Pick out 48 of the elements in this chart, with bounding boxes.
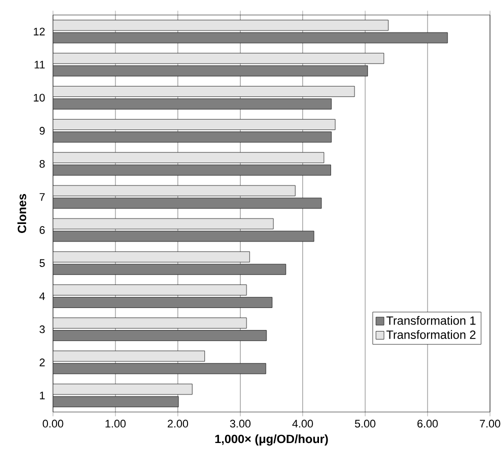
- x-tick-label: 1.00: [106, 420, 126, 428]
- bar: [53, 251, 250, 262]
- bar: [53, 164, 332, 176]
- y-tick-label: 12: [34, 28, 45, 36]
- x-tick-label: 6.00: [417, 420, 438, 428]
- bar: [53, 264, 286, 275]
- bar: [53, 132, 332, 142]
- bar: [53, 152, 324, 164]
- y-tick-label: 9: [40, 126, 45, 135]
- x-tick-label: 7.00: [480, 420, 500, 428]
- bar: [53, 20, 388, 31]
- bar: [53, 198, 322, 209]
- bar: [53, 65, 368, 76]
- bar: [53, 350, 205, 362]
- y-tick-label: 6: [40, 226, 45, 234]
- y-axis-title: Clones: [17, 194, 26, 233]
- bar: [53, 384, 192, 395]
- bar: [53, 185, 296, 196]
- x-tick-label: 4.00: [292, 420, 313, 428]
- x-tick-label: 2.00: [168, 420, 188, 428]
- y-tick-label: 8: [40, 160, 45, 168]
- bar: [53, 330, 267, 341]
- bar: [53, 230, 314, 242]
- x-tick-label: 0.00: [42, 420, 64, 428]
- y-tick-label: 4: [39, 292, 45, 300]
- bar: [53, 52, 384, 64]
- bar: [53, 284, 247, 296]
- y-tick-label: 1: [40, 392, 45, 400]
- y-tick-label: 5: [40, 259, 45, 267]
- bar: [53, 396, 179, 408]
- y-tick-label: 7: [40, 193, 45, 201]
- bar: [53, 297, 272, 308]
- x-tick-label: 5.00: [354, 420, 376, 428]
- bar: [53, 32, 448, 44]
- x-axis-title: 1,000× (μg/OD/hour): [215, 434, 328, 446]
- bar: [53, 119, 336, 130]
- bar: [53, 218, 274, 230]
- y-tick-label: 2: [40, 358, 45, 366]
- legend-label: Transformation 2: [386, 330, 476, 339]
- legend-label: Transformation 1: [386, 316, 476, 325]
- bar: [53, 363, 266, 374]
- y-tick-label: 10: [34, 94, 45, 102]
- x-tick-label: 3.00: [230, 420, 251, 428]
- y-tick-label: 3: [40, 325, 45, 334]
- bar: [53, 318, 247, 328]
- bar: [53, 86, 355, 97]
- y-tick-label: 11: [34, 60, 45, 68]
- bar: [53, 98, 332, 110]
